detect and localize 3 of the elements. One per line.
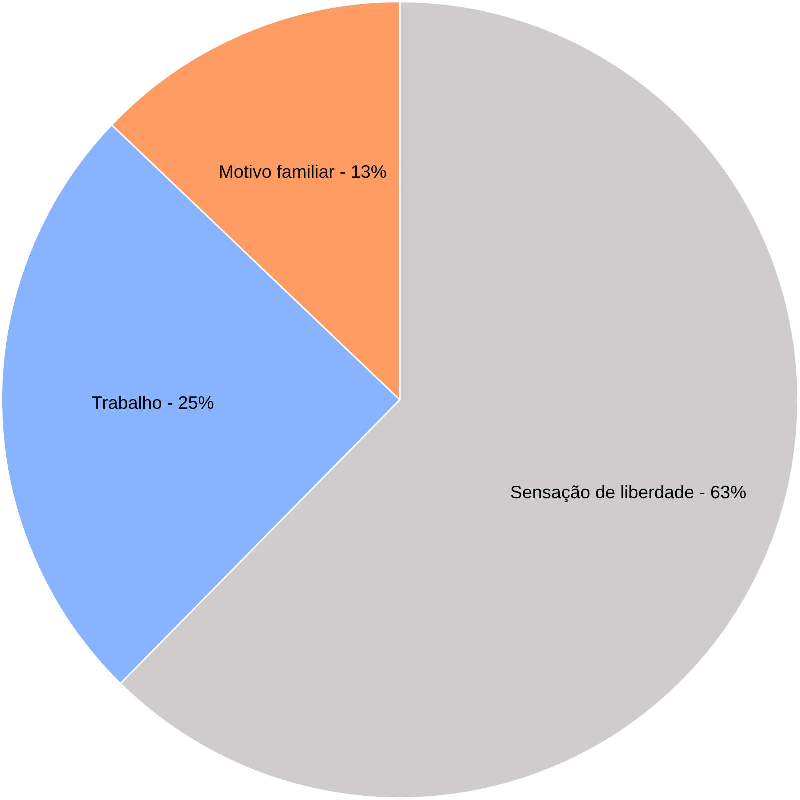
slice-label: Trabalho - 25%: [92, 392, 214, 413]
slice-label: Sensação de liberdade - 63%: [510, 482, 747, 503]
slice-label: Motivo familiar - 13%: [218, 162, 387, 182]
